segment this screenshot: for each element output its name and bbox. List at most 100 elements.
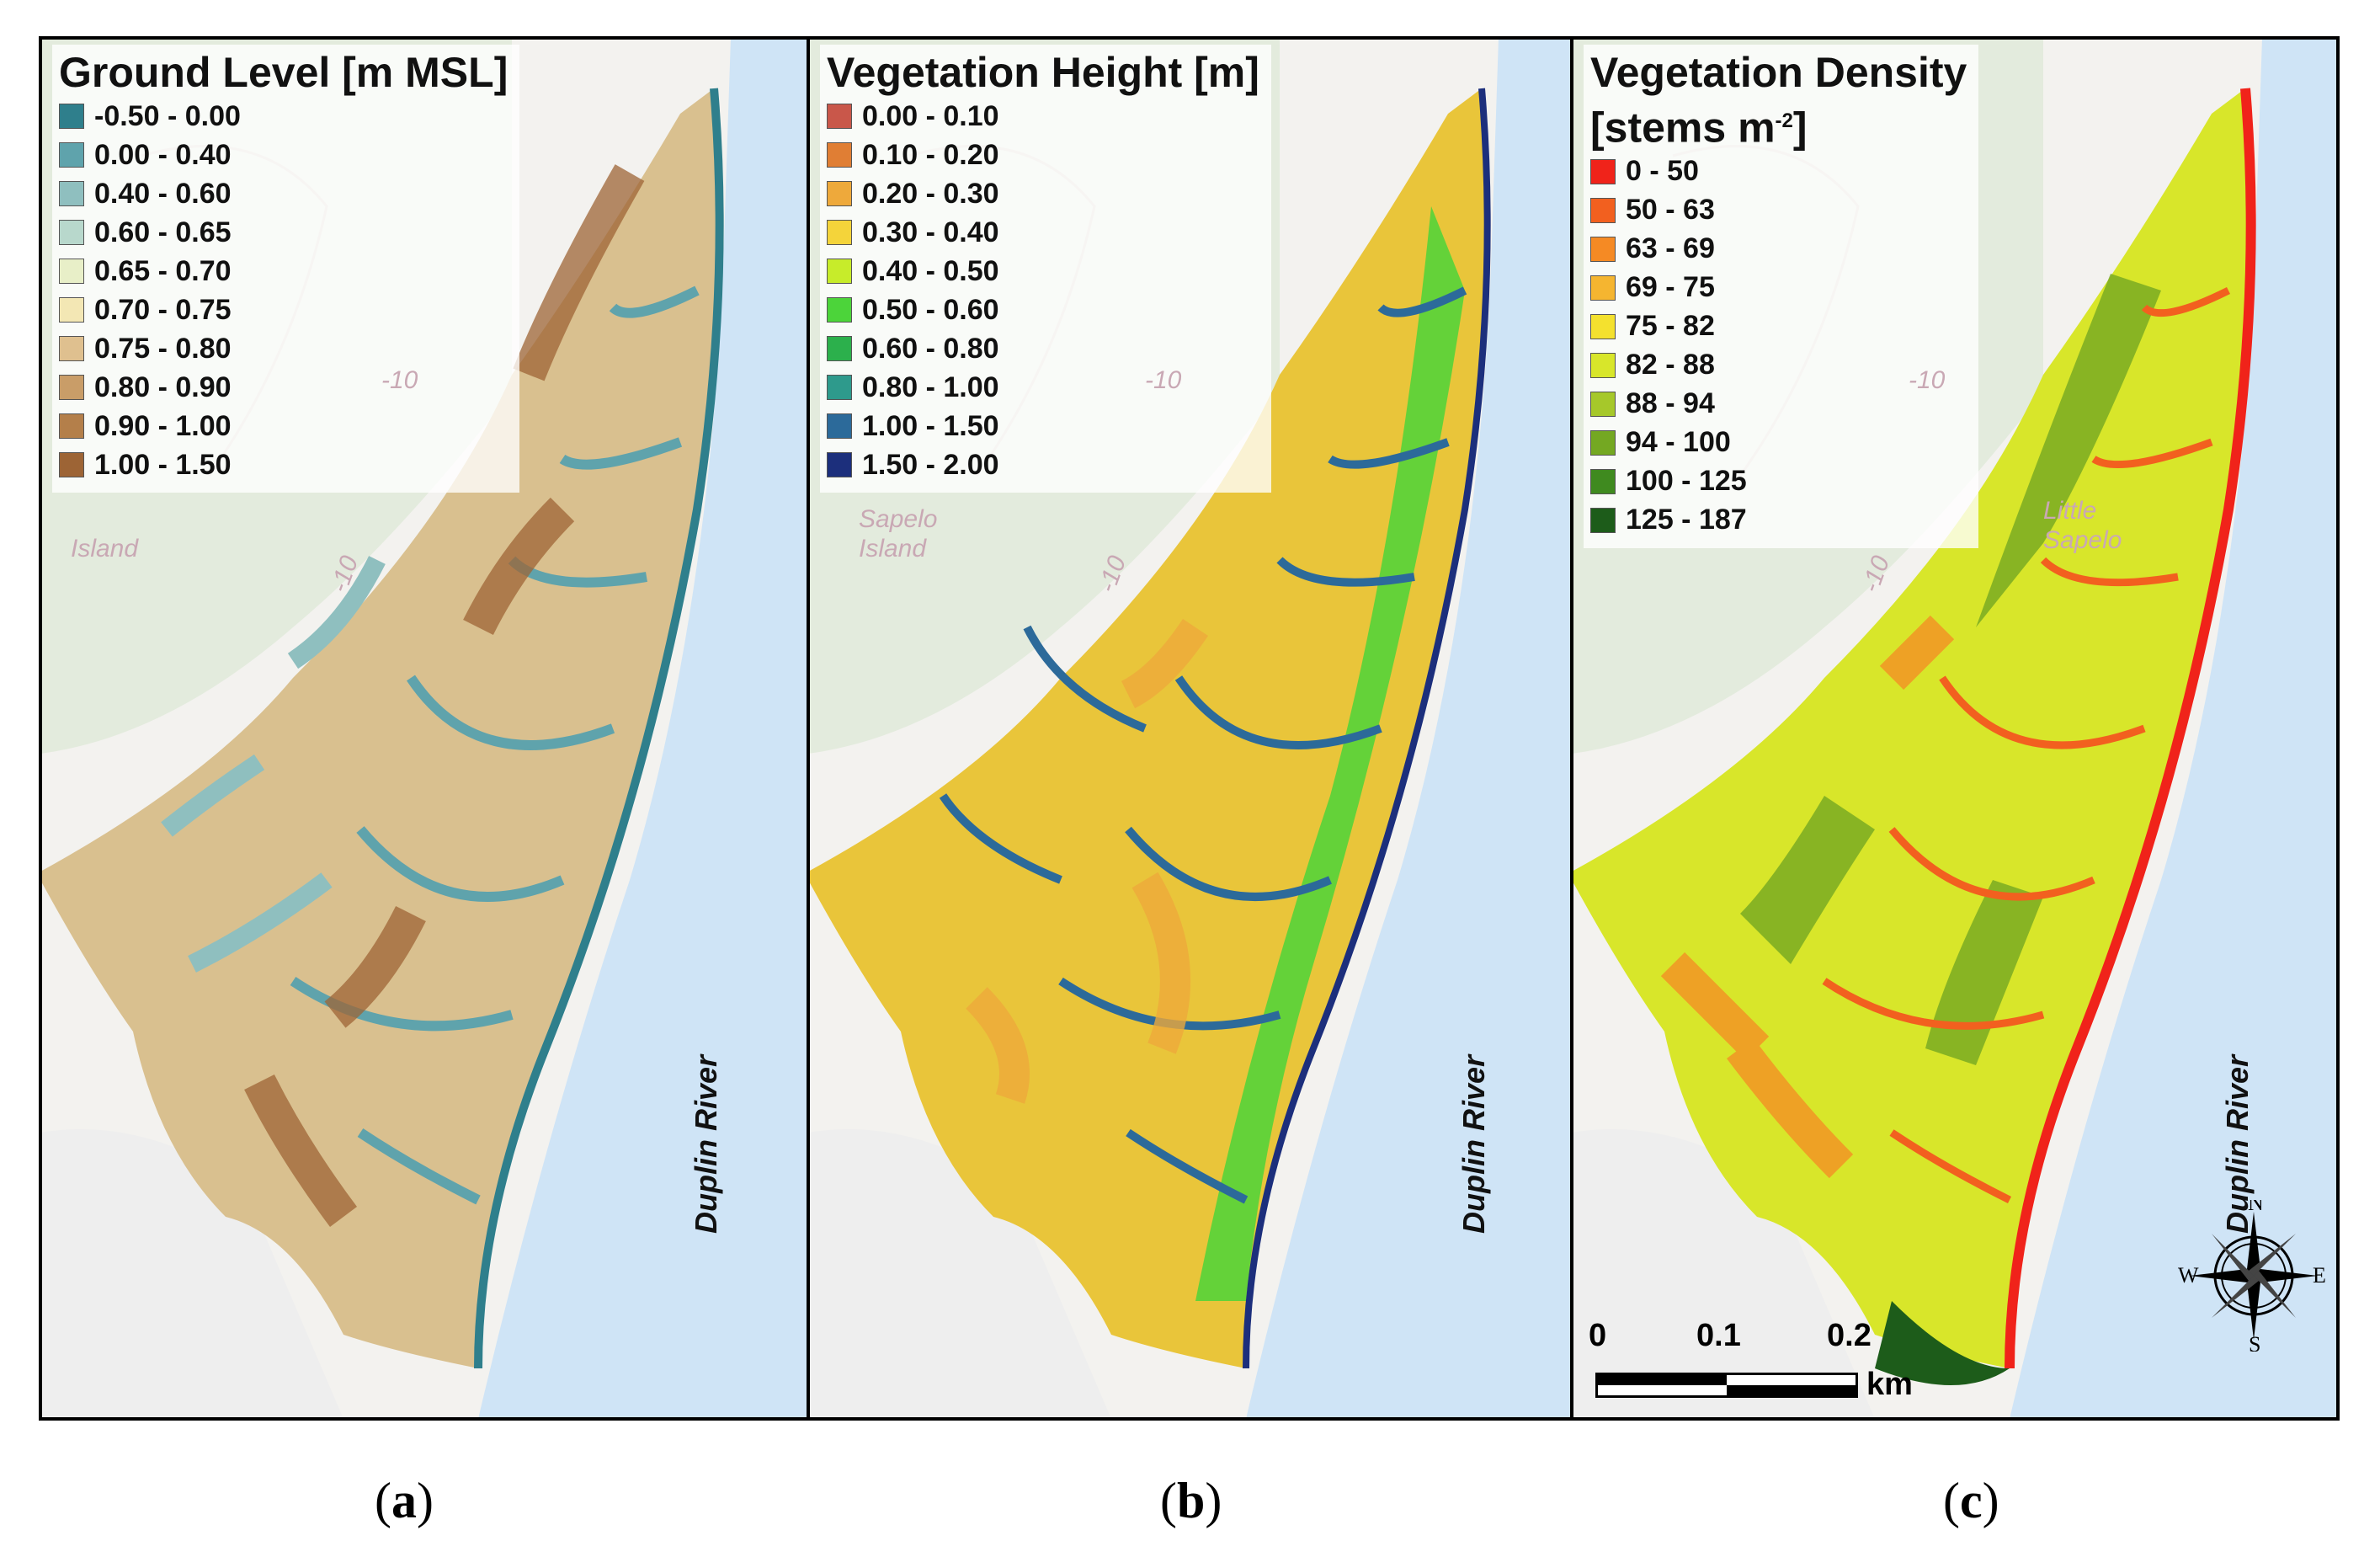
legend-item: 1.00 - 1.50	[59, 445, 508, 484]
legend-item: 0.65 - 0.70	[59, 252, 508, 291]
legend-title: Vegetation Height [m]	[827, 49, 1259, 96]
caption-letter: c	[1959, 1473, 1983, 1528]
legend-swatch	[59, 181, 84, 206]
legend-rows: 0 - 50 50 - 63 63 - 69 69 - 75 75 - 82 82 - 8…	[1590, 152, 1967, 540]
legend-swatch	[59, 142, 84, 168]
legend-swatch	[59, 220, 84, 245]
legend-label: 0.40 - 0.60	[94, 177, 232, 210]
legend-swatch	[827, 259, 852, 284]
legend-swatch	[827, 220, 852, 245]
legend-item: 0.60 - 0.80	[827, 329, 1259, 368]
legend-item: 82 - 88	[1590, 346, 1967, 385]
contour-label: -10	[381, 366, 418, 394]
legend-rows: 0.00 - 0.10 0.10 - 0.20 0.20 - 0.30 0.30 - …	[827, 97, 1259, 484]
legend-label: 94 - 100	[1626, 426, 1731, 459]
legend-swatch	[1590, 352, 1616, 378]
legend-swatch	[59, 104, 84, 129]
legend-label: 0.80 - 1.00	[862, 371, 999, 403]
place-label: Sapelo	[859, 505, 938, 533]
legend-swatch	[59, 452, 84, 477]
legend-label: 88 - 94	[1626, 387, 1715, 420]
legend-item: 0.80 - 0.90	[59, 368, 508, 407]
panel-divider	[807, 38, 810, 1419]
legend-item: 50 - 63	[1590, 191, 1967, 230]
legend-item: -0.50 - 0.00	[59, 97, 508, 136]
legend-swatch	[827, 336, 852, 361]
legend-swatch	[827, 297, 852, 323]
river-label: Duplin River	[1456, 1054, 1491, 1234]
legend-label: 0.80 - 0.90	[94, 371, 232, 403]
caption-b: (b)	[1160, 1473, 1222, 1528]
legend-item: 0.30 - 0.40	[827, 213, 1259, 252]
legend-swatch	[1590, 429, 1616, 456]
legend-label: 0.10 - 0.20	[862, 138, 999, 171]
legend-item: 88 - 94	[1590, 385, 1967, 424]
compass-north-label: N	[2248, 1200, 2264, 1215]
legend-vegetation-density: Vegetation Density [stems m-2] 0 - 50 50 …	[1584, 45, 1979, 548]
legend-item: 0.70 - 0.75	[59, 291, 508, 329]
legend-item: 0.20 - 0.30	[827, 174, 1259, 213]
legend-label: 1.50 - 2.00	[862, 448, 999, 481]
scale-tick-label: 0.1	[1696, 1318, 1741, 1353]
legend-label: 63 - 69	[1626, 232, 1715, 265]
legend-label: 125 - 187	[1626, 504, 1747, 536]
legend-label: 75 - 82	[1626, 310, 1715, 343]
legend-label: 0.20 - 0.30	[862, 177, 999, 210]
legend-swatch	[827, 181, 852, 206]
panel-ground-level: Ground Level [m MSL] -0.50 - 0.00 0.00 - …	[40, 38, 807, 1419]
legend-swatch	[59, 413, 84, 439]
legend-swatch	[1590, 158, 1616, 184]
place-label: Little	[2043, 497, 2097, 525]
caption-letter: a	[391, 1473, 417, 1528]
legend-swatch	[827, 452, 852, 477]
compass-rose-icon: N S E W	[2178, 1200, 2326, 1352]
legend-label: 0.60 - 0.65	[94, 216, 232, 248]
legend-label: 0.75 - 0.80	[94, 332, 232, 365]
scale-bar-segment	[1598, 1375, 1727, 1385]
legend-label: 0.90 - 1.00	[94, 409, 232, 442]
legend-swatch	[1590, 468, 1616, 494]
legend-item: 0.60 - 0.65	[59, 213, 508, 252]
scale-bar-frame	[1595, 1373, 1858, 1398]
place-label: Sapelo	[2043, 526, 2122, 554]
legend-ground-level: Ground Level [m MSL] -0.50 - 0.00 0.00 - …	[52, 45, 520, 493]
legend-label: 0.40 - 0.50	[862, 254, 999, 287]
panel-vegetation-density: Vegetation Density [stems m-2] 0 - 50 50 …	[1572, 38, 2338, 1419]
legend-item: 0.00 - 0.10	[827, 97, 1259, 136]
legend-item: 0.90 - 1.00	[59, 407, 508, 445]
legend-item: 94 - 100	[1590, 424, 1967, 462]
compass-east-label: E	[2313, 1263, 2326, 1288]
legend-label: 0.50 - 0.60	[862, 293, 999, 326]
legend-label: 69 - 75	[1626, 271, 1715, 304]
legend-label: 0.00 - 0.40	[94, 138, 232, 171]
legend-item: 0.40 - 0.50	[827, 252, 1259, 291]
caption-c: (c)	[1943, 1473, 1999, 1528]
legend-item: 0.10 - 0.20	[827, 136, 1259, 174]
legend-swatch	[827, 142, 852, 168]
contour-label: -10	[1145, 366, 1182, 394]
scale-tick-label: 0	[1589, 1318, 1607, 1353]
legend-swatch	[1590, 275, 1616, 301]
scale-bar-segment	[1727, 1385, 1856, 1395]
legend-swatch	[59, 297, 84, 323]
legend-item: 0.80 - 1.00	[827, 368, 1259, 407]
legend-item: 75 - 82	[1590, 307, 1967, 346]
legend-label: 100 - 125	[1626, 465, 1747, 498]
legend-swatch	[1590, 391, 1616, 417]
legend-item: 0.50 - 0.60	[827, 291, 1259, 329]
legend-swatch	[827, 375, 852, 400]
legend-item: 63 - 69	[1590, 230, 1967, 269]
scale-unit: km	[1866, 1367, 1913, 1402]
legend-item: 1.50 - 2.00	[827, 445, 1259, 484]
legend-label: 0 - 50	[1626, 155, 1699, 188]
legend-swatch	[1590, 197, 1616, 223]
panel-vegetation-height: Vegetation Height [m] 0.00 - 0.10 0.10 - …	[808, 38, 1570, 1419]
legend-item: 0.75 - 0.80	[59, 329, 508, 368]
contour-label: -10	[1909, 366, 1946, 394]
legend-swatch	[1590, 313, 1616, 339]
legend-label: 1.00 - 1.50	[862, 409, 999, 442]
legend-swatch	[1590, 236, 1616, 262]
legend-label: 0.60 - 0.80	[862, 332, 999, 365]
scale-tick-label: 0.2	[1827, 1318, 1872, 1353]
